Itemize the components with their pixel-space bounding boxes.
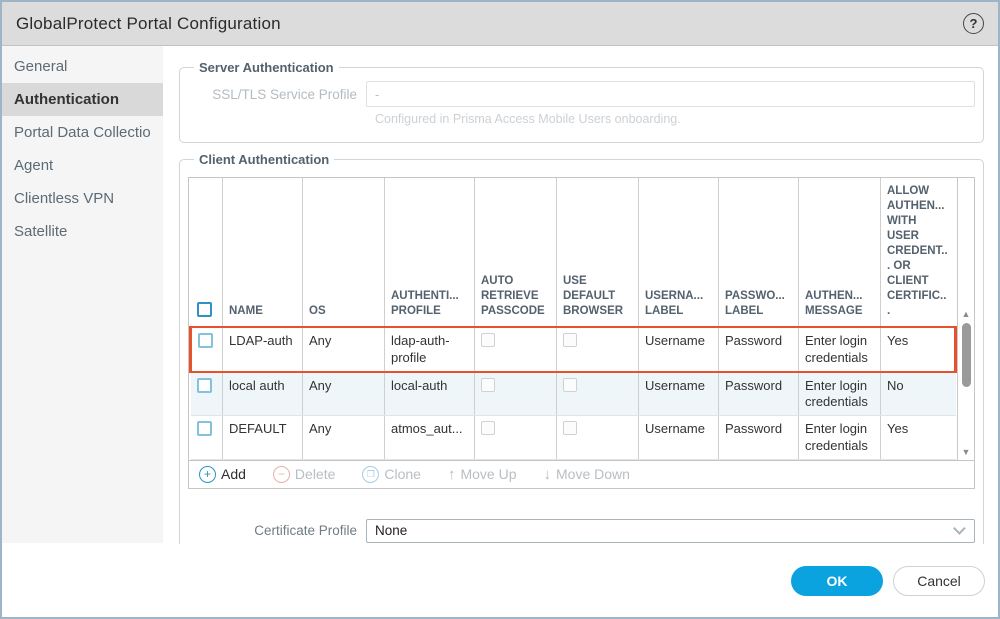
cell-password-label: Password bbox=[718, 371, 799, 417]
use-default-browser-checkbox bbox=[563, 377, 577, 392]
certificate-profile-select[interactable]: None bbox=[366, 518, 975, 543]
dialog-titlebar: GlobalProtect Portal Configuration ? bbox=[2, 2, 998, 46]
add-button[interactable]: + Add bbox=[199, 465, 246, 483]
sidebar-item-authentication[interactable]: Authentication bbox=[2, 83, 163, 116]
move-down-label: Move Down bbox=[556, 466, 630, 483]
auto-retrieve-passcode-checkbox bbox=[481, 333, 495, 348]
plus-circle-icon: + bbox=[199, 465, 216, 483]
clone-icon: ❐ bbox=[362, 465, 380, 483]
cell-username-label: Username bbox=[638, 326, 719, 373]
dialog-title: GlobalProtect Portal Configuration bbox=[16, 13, 281, 33]
cell-auth-message: Enter login credentials bbox=[798, 371, 881, 417]
cell-allow: Yes bbox=[880, 326, 957, 373]
arrow-up-icon: ↑ bbox=[447, 465, 456, 483]
delete-label: Delete bbox=[294, 466, 336, 483]
help-glyph: ? bbox=[969, 16, 978, 31]
cell-username-label: Username bbox=[638, 415, 719, 460]
cell-auth-message: Enter login credentials bbox=[798, 326, 881, 373]
ssl-tls-service-profile-label: SSL/TLS Service Profile bbox=[212, 86, 357, 102]
cell-allow: No bbox=[880, 371, 956, 417]
ssl-tls-service-profile-input bbox=[366, 81, 975, 107]
sidebar-item-portal-data-collection[interactable]: Portal Data Collectio bbox=[14, 124, 151, 141]
client-auth-table-block: NAME OS AUTHENTI... PROFILE AUTO RETRIEV… bbox=[188, 177, 975, 489]
cell-name: DEFAULT bbox=[222, 415, 303, 460]
cell-password-label: Password bbox=[718, 415, 799, 460]
cell-os: Any bbox=[302, 371, 385, 417]
cell-password-label: Password bbox=[718, 326, 799, 373]
server-authentication-section: Server Authentication SSL/TLS Service Pr… bbox=[179, 60, 984, 143]
certificate-profile-label: Certificate Profile bbox=[254, 523, 357, 539]
cancel-button[interactable]: Cancel bbox=[893, 566, 985, 596]
server-authentication-legend: Server Authentication bbox=[199, 60, 334, 75]
add-label: Add bbox=[221, 466, 246, 483]
ok-button[interactable]: OK bbox=[791, 566, 883, 596]
table-toolbar: + Add − Delete ❐ Clone ↑ bbox=[189, 459, 974, 488]
header-authentication-profile: AUTHENTI... PROFILE bbox=[384, 178, 475, 328]
select-all-checkbox[interactable] bbox=[196, 302, 212, 318]
header-auto-retrieve-passcode: AUTO RETRIEVE PASSCODE bbox=[474, 178, 557, 328]
clone-button: ❐ Clone bbox=[362, 465, 421, 483]
cell-name: LDAP-auth bbox=[222, 326, 303, 373]
row-checkbox[interactable] bbox=[196, 377, 212, 393]
table-header-row: NAME OS AUTHENTI... PROFILE AUTO RETRIEV… bbox=[190, 178, 956, 328]
cell-allow: Yes bbox=[880, 415, 956, 460]
header-os: OS bbox=[302, 178, 385, 328]
main-content: Server Authentication SSL/TLS Service Pr… bbox=[163, 46, 998, 566]
row-checkbox[interactable] bbox=[198, 333, 213, 349]
table-row-ldap-auth[interactable]: LDAP-auth Any ldap-auth-profile Username… bbox=[189, 326, 957, 373]
client-authentication-legend: Client Authentication bbox=[199, 152, 330, 167]
cell-os: Any bbox=[302, 326, 385, 373]
sidebar-item-satellite[interactable]: Satellite bbox=[14, 223, 68, 240]
scroll-up-icon[interactable]: ▲ bbox=[961, 309, 971, 319]
header-select-all-cell bbox=[190, 178, 223, 328]
header-username-label: USERNA... LABEL bbox=[638, 178, 719, 328]
header-allow-auth-cred-or-cert: ALLOW AUTHEN... WITH USER CREDENT... OR … bbox=[880, 178, 956, 328]
cell-os: Any bbox=[302, 415, 385, 460]
use-default-browser-checkbox bbox=[563, 333, 577, 348]
scrollbar-thumb[interactable] bbox=[961, 323, 971, 387]
help-icon[interactable]: ? bbox=[963, 13, 984, 34]
chevron-down-icon bbox=[953, 522, 966, 536]
auto-retrieve-passcode-checkbox bbox=[481, 377, 495, 392]
client-auth-table: NAME OS AUTHENTI... PROFILE AUTO RETRIEV… bbox=[189, 178, 957, 460]
certificate-profile-value: None bbox=[375, 523, 408, 539]
auto-retrieve-passcode-checkbox bbox=[481, 421, 495, 436]
header-password-label: PASSWO... LABEL bbox=[718, 178, 799, 328]
table-scrollbar[interactable]: ▲ ▼ bbox=[957, 178, 974, 460]
sidebar-item-agent[interactable]: Agent bbox=[14, 157, 54, 174]
cell-profile: atmos_aut... bbox=[384, 415, 475, 460]
cell-username-label: Username bbox=[638, 371, 719, 417]
sidebar-item-clientless-vpn[interactable]: Clientless VPN bbox=[14, 190, 115, 207]
dialog-footer: OK Cancel bbox=[2, 544, 998, 617]
delete-button: − Delete bbox=[272, 465, 336, 483]
cell-profile: ldap-auth-profile bbox=[384, 326, 475, 373]
row-checkbox[interactable] bbox=[196, 421, 212, 437]
clone-label: Clone bbox=[384, 466, 421, 483]
cell-auth-message: Enter login credentials bbox=[798, 415, 881, 460]
cell-name: local auth bbox=[222, 371, 303, 417]
header-use-default-browser: USE DEFAULT BROWSER bbox=[556, 178, 639, 328]
sidebar: General Authentication Portal Data Colle… bbox=[2, 46, 163, 543]
client-authentication-section: Client Authentication bbox=[179, 152, 984, 566]
cell-profile: local-auth bbox=[384, 371, 475, 417]
table-row-default[interactable]: DEFAULT Any atmos_aut... Username Passwo… bbox=[190, 415, 956, 460]
scroll-down-icon[interactable]: ▼ bbox=[961, 446, 971, 457]
ssl-profile-note: Configured in Prisma Access Mobile Users… bbox=[375, 112, 681, 126]
sidebar-item-general[interactable]: General bbox=[14, 58, 68, 75]
header-authentication-message: AUTHEN... MESSAGE bbox=[798, 178, 881, 328]
arrow-down-icon: ↓ bbox=[543, 465, 552, 483]
move-up-button: ↑ Move Up bbox=[448, 466, 517, 483]
move-down-button: ↓ Move Down bbox=[544, 466, 630, 483]
table-row-local-auth[interactable]: local auth Any local-auth Username Passw… bbox=[190, 371, 956, 417]
move-up-label: Move Up bbox=[460, 466, 517, 483]
header-name: NAME bbox=[222, 178, 303, 328]
minus-circle-icon: − bbox=[272, 465, 290, 483]
use-default-browser-checkbox bbox=[563, 421, 577, 436]
